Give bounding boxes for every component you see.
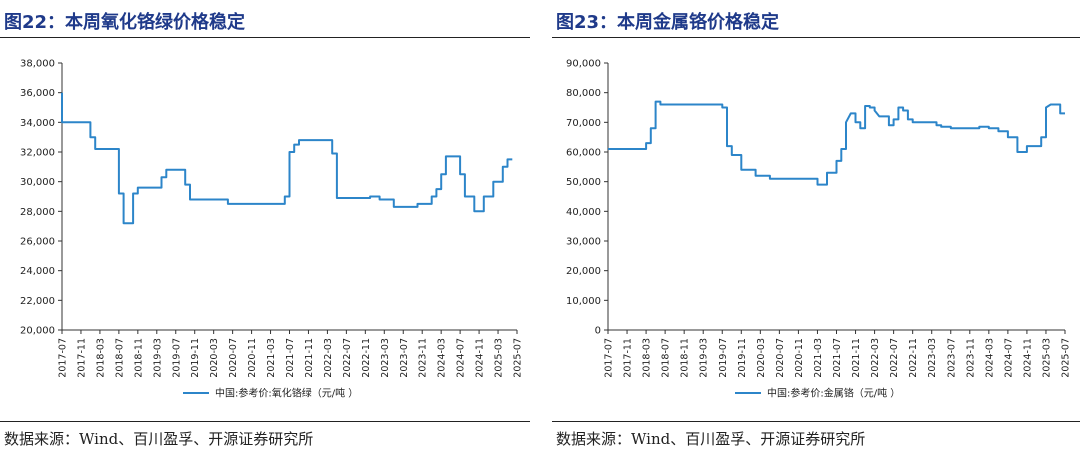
y-tick-label: 22,000 [20,296,55,307]
x-tick-label: 2018-07 [114,338,125,378]
x-tick-label: 2025-03 [494,338,505,378]
x-tick-label: 2025-03 [1041,338,1052,378]
x-tick-label: 2023-03 [927,338,938,378]
y-tick-label: 26,000 [20,237,55,248]
x-tick-label: 2024-07 [456,338,467,378]
x-tick-label: 2024-11 [1022,338,1033,378]
price-series-line [608,100,1065,186]
y-tick-label: 24,000 [20,266,55,277]
x-tick-label: 2020-07 [228,338,239,378]
x-tick-label: 2022-11 [361,338,372,378]
x-tick-label: 2023-11 [418,338,429,378]
x-tick-label: 2018-11 [680,338,691,378]
x-tick-label: 2024-07 [1003,338,1014,378]
legend-label: 中国:参考价:氧化铬绿（元/吨 ） [215,387,358,400]
x-tick-label: 2022-07 [889,338,900,378]
y-tick-label: 70,000 [566,118,601,129]
x-tick-label: 2018-07 [661,338,672,378]
x-tick-label: 2017-07 [58,338,69,378]
x-tick-label: 2021-11 [851,338,862,378]
y-tick-label: 50,000 [566,177,601,188]
x-tick-label: 2021-07 [832,338,843,378]
x-tick-label: 2022-07 [342,338,353,378]
y-tick-label: 38,000 [20,59,55,70]
x-tick-label: 2023-03 [380,338,391,378]
figure-22-panel: 图22：本周氧化铬绿价格稳定 20,000 22,000 24,000 26,000 2… [0,0,530,452]
y-tick-label: 28,000 [20,207,55,218]
x-tick-label: 2020-11 [247,338,258,378]
y-tick-label: 30,000 [566,237,601,248]
x-tick-label: 2020-11 [794,338,805,378]
x-tick-label: 2023-07 [946,338,957,378]
price-series-line [61,92,513,225]
x-tick-label: 2023-07 [399,338,410,378]
x-tick-label: 2019-03 [152,338,163,378]
y-tick-label: 32,000 [20,148,55,159]
figure-title: 图22：本周氧化铬绿价格稳定 [4,12,246,33]
source-rule [552,421,1080,422]
x-tick-label: 2021-07 [285,338,296,378]
x-tick-label: 2021-03 [813,338,824,378]
y-tick-label: 20,000 [566,266,601,277]
y-tick-label: 36,000 [20,88,55,99]
x-tick-label: 2019-07 [171,338,182,378]
title-rule [0,37,530,38]
x-tick-label: 2017-07 [604,338,615,378]
y-tick-label: 40,000 [566,207,601,218]
x-tick-label: 2021-11 [304,338,315,378]
y-tick-label: 20,000 [20,326,55,337]
x-tick-label: 2020-07 [775,338,786,378]
y-tick-label: 10,000 [566,296,601,307]
x-tick-label: 2017-11 [623,338,634,378]
x-tick-label: 2024-03 [984,338,995,378]
x-tick-label: 2022-11 [908,338,919,378]
y-tick-label: 60,000 [566,148,601,159]
y-tick-label: 34,000 [20,118,55,129]
x-tick-label: 2025-07 [513,338,524,378]
x-tick-label: 2020-03 [209,338,220,378]
x-tick-label: 2023-11 [965,338,976,378]
x-tick-label: 2019-07 [718,338,729,378]
x-tick-label: 2018-03 [95,338,106,378]
x-tick-label: 2019-11 [737,338,748,378]
data-source-note: 数据来源：Wind、百川盈孚、开源证券研究所 [4,430,314,448]
y-tick-label: 80,000 [566,88,601,99]
title-rule [552,37,1080,38]
x-tick-label: 2021-03 [266,338,277,378]
x-tick-label: 2017-11 [76,338,87,378]
figure-title: 图23：本周金属铬价格稳定 [556,12,780,33]
x-tick-label: 2022-03 [870,338,881,378]
data-source-note: 数据来源：Wind、百川盈孚、开源证券研究所 [556,430,866,448]
figure-23-panel: 图23：本周金属铬价格稳定 0 10,000 20,000 30,000 40,000 5… [552,0,1080,452]
x-tick-label: 2022-03 [323,338,334,378]
source-rule [0,421,530,422]
x-tick-label: 2019-11 [190,338,201,378]
chromium-oxide-green-price-chart: 20,000 22,000 24,000 26,000 28,000 30,000 32,0… [20,59,524,400]
x-tick-label: 2020-03 [756,338,767,378]
x-tick-label: 2018-03 [642,338,653,378]
chromium-metal-price-chart: 0 10,000 20,000 30,000 40,000 50,000 60,000 70,… [566,59,1072,400]
y-tick-label: 30,000 [20,177,55,188]
x-tick-label: 2025-07 [1061,338,1072,378]
y-tick-label: 0 [595,326,601,337]
y-tick-label: 90,000 [566,59,601,70]
x-tick-label: 2018-11 [133,338,144,378]
x-tick-label: 2024-03 [437,338,448,378]
x-tick-label: 2019-03 [699,338,710,378]
x-tick-label: 2024-11 [475,338,486,378]
legend-label: 中国:参考价:金属铬（元/吨 ） [767,387,900,400]
